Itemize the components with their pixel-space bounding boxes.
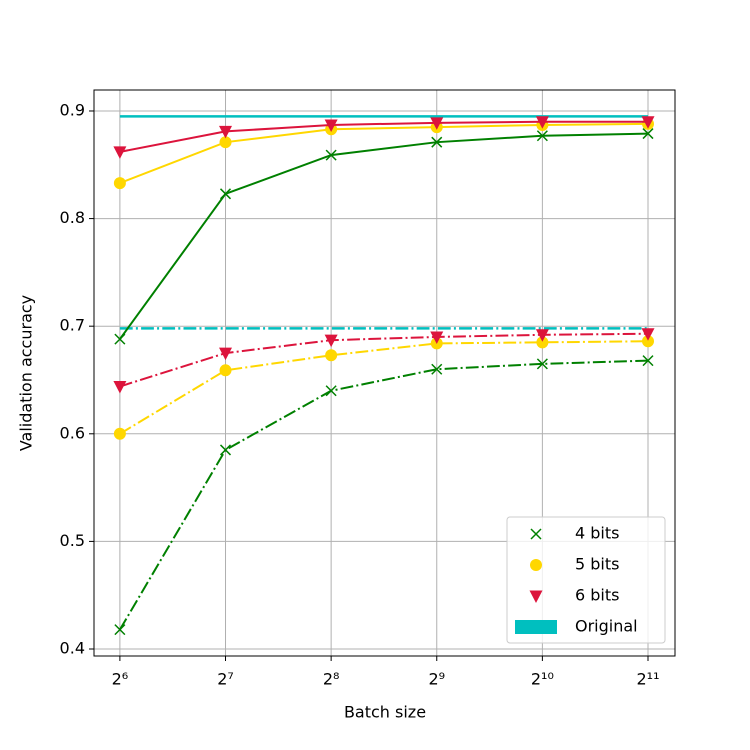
x-tick-label: 2⁸: [323, 670, 340, 689]
x-tick-label: 2⁷: [217, 670, 234, 689]
legend-marker: [530, 528, 542, 540]
marker: [219, 444, 232, 456]
marker: [325, 349, 338, 362]
marker: [113, 380, 127, 394]
y-tick-label: 0.9: [60, 100, 85, 119]
marker: [430, 117, 444, 130]
legend-marker: [529, 590, 543, 603]
series-line: [119, 132, 649, 340]
y-tick-label: 0.5: [60, 531, 85, 550]
x-tick-label: 2⁶: [112, 670, 129, 689]
y-tick-label: 0.7: [60, 316, 85, 335]
marker: [219, 347, 233, 361]
marker: [325, 385, 337, 397]
y-tick-label: 0.6: [60, 423, 85, 442]
y-tick-label: 0.8: [60, 208, 85, 227]
x-tick-label: 2¹⁰: [531, 670, 554, 689]
y-axis-label: Validation accuracy: [17, 295, 36, 451]
legend-marker: [530, 559, 542, 571]
marker: [641, 328, 655, 341]
marker: [113, 146, 127, 159]
marker: [641, 116, 655, 129]
legend-label: Original: [575, 617, 638, 636]
y-tick-label: 0.4: [60, 639, 85, 658]
marker: [431, 363, 443, 375]
x-axis-label: Batch size: [344, 703, 426, 722]
series-line: [119, 340, 649, 435]
marker: [114, 333, 126, 345]
series-line: [119, 359, 649, 631]
marker: [642, 335, 655, 348]
legend-label: 6 bits: [575, 586, 619, 605]
marker: [325, 149, 337, 161]
marker: [219, 136, 232, 149]
series-line: [119, 120, 649, 153]
marker: [642, 128, 654, 140]
marker: [219, 364, 232, 377]
marker: [536, 358, 548, 370]
marker: [536, 336, 549, 349]
marker: [430, 331, 444, 344]
marker: [536, 130, 548, 142]
legend: 4 bits 5 bits 6 bits Original: [506, 516, 666, 644]
marker: [431, 136, 443, 148]
legend-label: 4 bits: [575, 524, 619, 543]
marker: [113, 427, 126, 440]
marker: [324, 119, 338, 132]
legend-label: 5 bits: [575, 555, 619, 574]
marker: [642, 355, 654, 367]
legend-patch: [515, 620, 557, 634]
axes-frame: [93, 89, 676, 657]
marker: [324, 334, 338, 348]
marker: [535, 116, 549, 129]
plot-layer: [113, 115, 655, 636]
x-tick-label: 2⁹: [428, 670, 445, 689]
legend-box: [506, 516, 666, 644]
x-tick-label: 2¹¹: [636, 670, 659, 689]
tick-layer: 2⁶ 2⁷ 2⁸ 2⁹ 2¹⁰ 2¹¹ 0.4 0.5 0.6 0.7 0.8 0.9: [60, 100, 660, 688]
marker: [114, 624, 126, 636]
series-line: [119, 122, 649, 185]
marker: [219, 188, 232, 200]
marker: [219, 125, 233, 139]
marker: [113, 177, 126, 190]
marker: [535, 329, 549, 342]
series-line: [119, 332, 649, 388]
